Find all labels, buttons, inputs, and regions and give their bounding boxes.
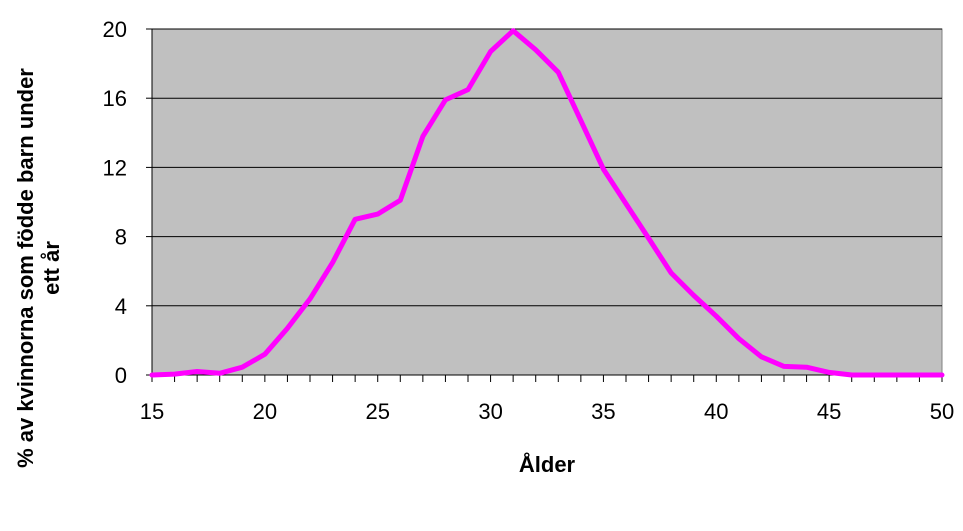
y-tick-label: 16 <box>103 86 127 111</box>
y-tick-label: 20 <box>103 17 127 42</box>
x-tick-label: 40 <box>704 399 728 424</box>
y-tick-label: 8 <box>115 225 127 250</box>
x-axis-ticks: 15 20 25 30 35 40 45 50 <box>140 375 954 424</box>
x-tick-label: 50 <box>930 399 954 424</box>
y-tick-label: 4 <box>115 294 127 319</box>
x-tick-label: 45 <box>817 399 841 424</box>
x-tick-label: 20 <box>253 399 277 424</box>
y-axis-title-line-2: ett år <box>39 241 64 295</box>
plot-area <box>151 28 943 376</box>
series-line <box>149 28 945 378</box>
axes <box>151 29 942 376</box>
y-axis-ticks: 0 4 8 12 16 20 <box>103 17 152 388</box>
x-tick-label: 25 <box>365 399 389 424</box>
y-axis-title: % av kvinnorna som födde barn under ett … <box>13 68 64 468</box>
x-tick-label: 15 <box>140 399 164 424</box>
x-tick-label: 30 <box>478 399 502 424</box>
gridlines <box>152 28 942 307</box>
y-tick-label: 12 <box>103 155 127 180</box>
x-axis-title: Ålder <box>519 451 576 477</box>
x-tick-label: 35 <box>591 399 615 424</box>
y-tick-label: 0 <box>115 363 127 388</box>
y-axis-title-line-1: % av kvinnorna som födde barn under <box>13 68 38 468</box>
